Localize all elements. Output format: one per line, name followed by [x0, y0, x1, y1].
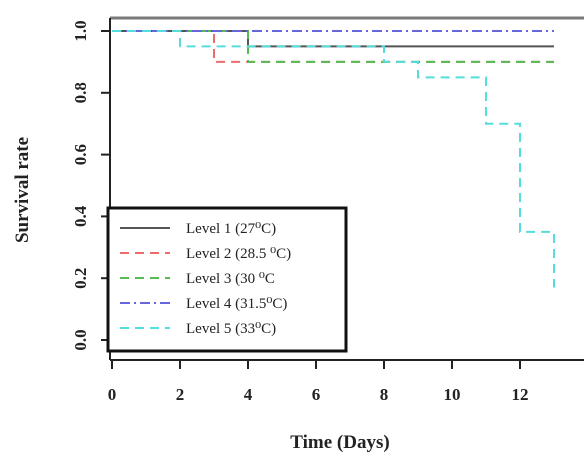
series-line-level-1 [112, 30, 554, 48]
y-tick-label: 0.4 [71, 205, 90, 227]
x-tick-label: 2 [176, 385, 185, 404]
legend-label-level-1: Level 1 (27⁰C) [186, 221, 276, 237]
legend-label-level-3: Level 3 (30 ⁰C [186, 271, 275, 287]
series-layer [112, 30, 555, 288]
y-axis-ticks: 0.0 0.2 0.4 0.6 0.8 1.0 [71, 20, 110, 351]
y-tick-label: 1.0 [71, 20, 90, 41]
x-tick-label: 6 [312, 385, 321, 404]
x-axis-title: Time (Days) [290, 432, 389, 453]
y-tick-label: 0.8 [71, 82, 90, 103]
legend: Level 1 (27⁰C) Level 2 (28.5 ⁰C) Level 3 (… [106, 206, 348, 353]
legend-box [106, 206, 348, 353]
y-tick-label: 0.2 [71, 268, 90, 289]
legend-label-level-5: Level 5 (33⁰C) [186, 321, 276, 337]
x-axis-ticks: 0 2 4 6 8 10 12 [108, 360, 529, 404]
legend-label-level-4: Level 4 (31.5⁰C) [186, 296, 287, 312]
x-tick-label: 0 [108, 385, 117, 404]
y-tick-label: 0.6 [71, 144, 90, 165]
x-tick-label: 12 [512, 385, 529, 404]
x-tick-label: 10 [444, 385, 461, 404]
legend-label-level-2: Level 2 (28.5 ⁰C) [186, 246, 291, 262]
x-tick-label: 8 [380, 385, 389, 404]
series-line-level-5 [112, 30, 555, 288]
y-tick-label: 0.0 [71, 329, 90, 350]
x-tick-label: 4 [244, 385, 253, 404]
y-axis-title: Survival rate [12, 137, 33, 243]
